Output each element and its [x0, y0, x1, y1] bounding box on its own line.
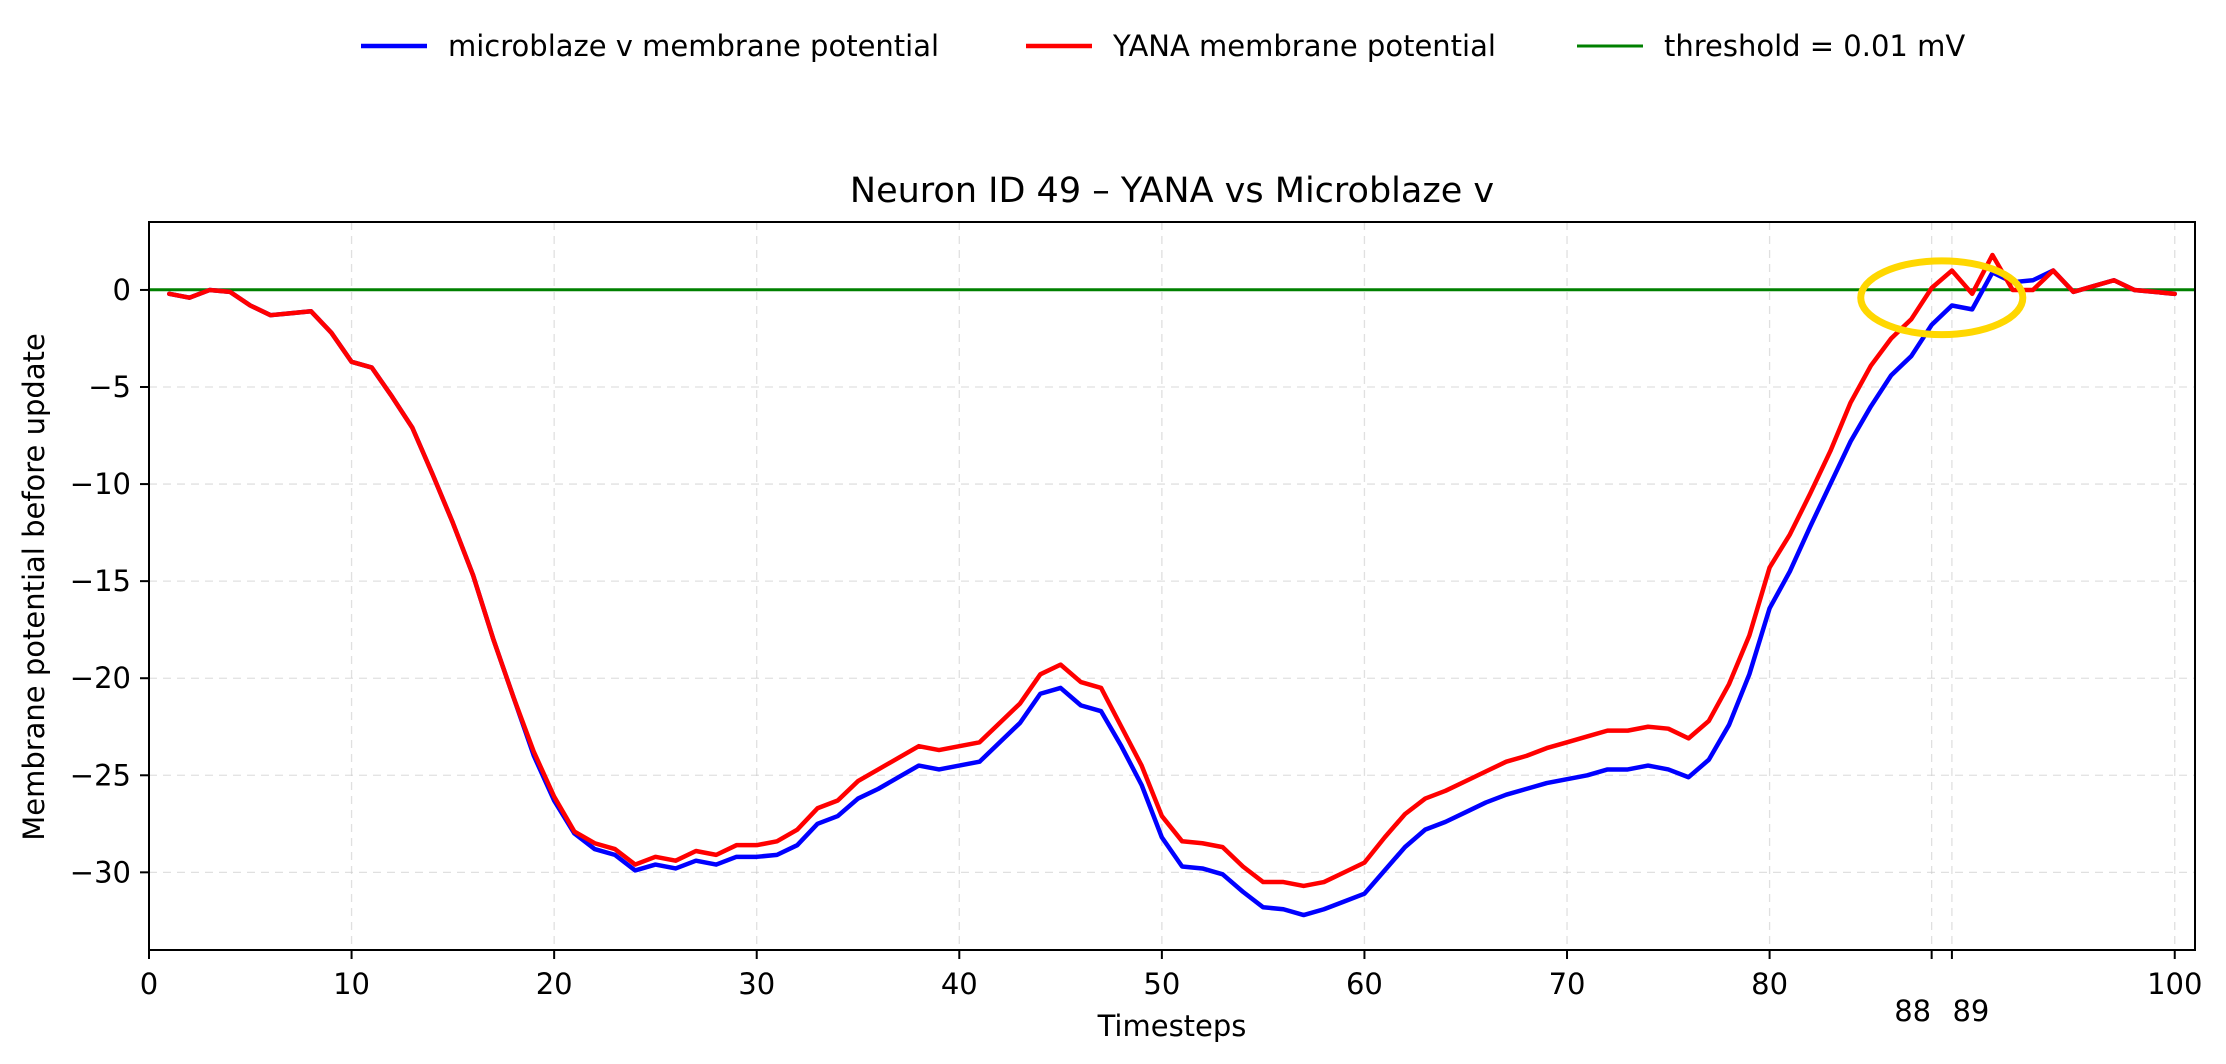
x-tick-label: 80 — [1751, 967, 1788, 1001]
y-tick-label: −20 — [70, 661, 131, 695]
x-tick-label: 10 — [333, 967, 370, 1001]
x-tick-label: 30 — [738, 967, 775, 1001]
x-tick-label: 40 — [941, 967, 978, 1001]
y-tick-label: −25 — [70, 758, 131, 792]
legend-label-microblaze: microblaze v membrane potential — [448, 29, 939, 63]
plot-frame — [148, 221, 2196, 951]
series-line-microblaze — [167, 268, 2177, 918]
y-axis-label: Membrane potential before update — [17, 333, 51, 841]
annotation-layer — [1857, 257, 2027, 339]
chart-title: Neuron ID 49 – YANA vs Microblaze v — [850, 171, 1494, 211]
plot-area: 0 10 20 30 40 50 60 70 80 100 88 89 0 −5 −10 −15 −20 −25 −… — [70, 221, 2203, 1028]
x-tick-label-extra: 89 — [1952, 994, 1989, 1028]
series-line-yana — [167, 252, 2177, 889]
y-tick-label: −30 — [70, 855, 131, 889]
series-layer — [149, 252, 2195, 918]
highlight-ellipse — [1857, 257, 2027, 339]
x-tick-label: 70 — [1549, 967, 1586, 1001]
legend-label-threshold: threshold = 0.01 mV — [1664, 29, 1965, 63]
legend-label-yana: YANA membrane potential — [1112, 29, 1496, 63]
y-tick-label: −10 — [70, 467, 131, 501]
y-tick-label: −5 — [88, 370, 131, 404]
x-tick-label-extra: 88 — [1894, 994, 1931, 1028]
y-tick-label: 0 — [113, 273, 131, 307]
x-tick-label: 20 — [536, 967, 573, 1001]
x-axis-label: Timesteps — [1097, 1009, 1247, 1043]
grid — [148, 222, 2195, 950]
axis-ticks: 0 10 20 30 40 50 60 70 80 100 88 89 0 −5 −10 −15 −20 −25 −… — [70, 273, 2203, 1028]
x-tick-label: 100 — [2147, 967, 2202, 1001]
legend: microblaze v membrane potential YANA mem… — [361, 29, 1965, 63]
x-tick-label: 60 — [1346, 967, 1383, 1001]
y-tick-label: −15 — [70, 564, 131, 598]
x-tick-label: 0 — [140, 967, 158, 1001]
x-tick-label: 50 — [1143, 967, 1180, 1001]
